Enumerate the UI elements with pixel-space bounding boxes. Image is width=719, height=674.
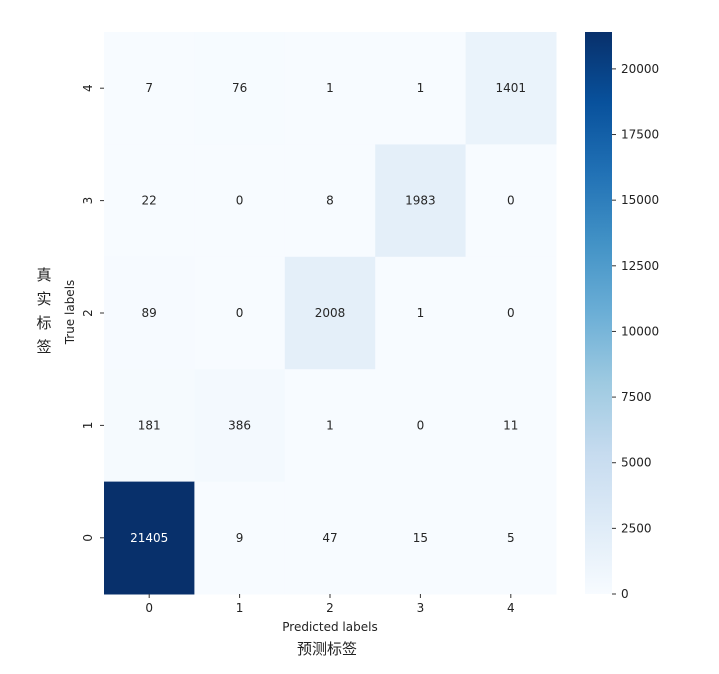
cell-value-label: 21405 — [130, 531, 168, 545]
cell-value-label: 5 — [507, 531, 515, 545]
y-tick-label: 4 — [81, 84, 95, 92]
y-tick-label: 1 — [81, 422, 95, 430]
heatmap-cell — [465, 144, 557, 258]
y-axis-label-cn-char: 真 — [36, 266, 51, 284]
x-tick-label: 0 — [145, 601, 153, 615]
cell-value-label: 22 — [142, 194, 157, 208]
cell-value-label: 0 — [236, 194, 244, 208]
cell-value-label: 386 — [228, 418, 251, 432]
heatmap-cell — [194, 256, 286, 370]
y-tick-label: 2 — [81, 309, 95, 317]
cell-value-label: 1 — [417, 306, 425, 320]
cell-value-label: 47 — [322, 531, 337, 545]
heatmap-cell — [284, 256, 376, 370]
cell-value-label: 15 — [413, 531, 428, 545]
x-axis-label-cn: 预测标签 — [297, 640, 357, 658]
cell-value-label: 11 — [503, 418, 518, 432]
colorbar-tick-label: 15000 — [621, 193, 659, 207]
heatmap-cell — [194, 369, 286, 483]
heatmap-cell — [284, 481, 376, 595]
cell-value-label: 7 — [145, 81, 153, 95]
colorbar-tick-label: 20000 — [621, 62, 659, 76]
colorbar-tick-label: 17500 — [621, 128, 659, 142]
cell-value-label: 0 — [507, 194, 515, 208]
heatmap-cell — [375, 369, 467, 483]
x-tick-label: 3 — [417, 601, 425, 615]
heatmap-cell — [375, 256, 467, 370]
x-tick-label: 2 — [326, 601, 334, 615]
heatmap-cell — [104, 144, 195, 258]
colorbar-tick-label: 0 — [621, 587, 629, 601]
colorbar-tick-label: 2500 — [621, 521, 652, 535]
cell-value-label: 2008 — [315, 306, 346, 320]
y-tick-label: 3 — [81, 197, 95, 205]
heatmap-cell — [104, 256, 195, 370]
cell-value-label: 1983 — [405, 194, 436, 208]
cell-value-label: 1 — [417, 81, 425, 95]
cell-value-label: 0 — [417, 418, 425, 432]
y-axis-ticks: 4 3 2 1 0 — [81, 84, 104, 542]
heatmap-cell — [194, 144, 286, 258]
y-axis-label-cn-char: 标 — [36, 314, 51, 332]
y-axis-label-cn-char: 实 — [36, 290, 51, 308]
heatmap-cell — [375, 481, 467, 595]
colorbar-tick-label: 7500 — [621, 390, 652, 404]
y-axis-label-cn-char: 签 — [36, 338, 51, 356]
colorbar-tick-label: 10000 — [621, 324, 659, 338]
heatmap-cell — [104, 369, 195, 483]
cell-value-label: 1 — [326, 418, 334, 432]
colorbar-tick-label: 12500 — [621, 259, 659, 273]
heatmap-cell — [284, 369, 376, 483]
cell-value-label: 9 — [236, 531, 244, 545]
heatmap-cell — [375, 32, 467, 145]
heatmap-cell — [194, 481, 286, 595]
heatmap-cell — [465, 369, 557, 483]
heatmap-cell — [194, 32, 286, 145]
x-tick-label: 1 — [236, 601, 244, 615]
cell-value-label: 76 — [232, 81, 247, 95]
cell-value-label: 89 — [142, 306, 157, 320]
colorbar — [585, 32, 612, 594]
x-axis-ticks: 0 1 2 3 4 — [145, 594, 515, 615]
x-axis-label: Predicted labels — [282, 620, 377, 634]
heatmap-cell — [375, 144, 467, 258]
heatmap-cell — [465, 481, 557, 595]
y-tick-label: 0 — [81, 534, 95, 542]
heatmap-cell — [284, 144, 376, 258]
heatmap-cell — [465, 256, 557, 370]
cell-value-label: 1 — [326, 81, 334, 95]
x-tick-label: 4 — [507, 601, 515, 615]
y-axis-label: True labels — [63, 280, 77, 346]
heatmap-cell — [465, 32, 557, 145]
heatmap-cells — [104, 32, 557, 595]
cell-value-label: 0 — [236, 306, 244, 320]
colorbar-tick-label: 5000 — [621, 456, 652, 470]
cell-value-label: 181 — [138, 418, 161, 432]
colorbar-ticks: 0 2500 5000 7500 10000 12500 15000 17500 20000 — [612, 62, 659, 601]
heatmap-cell — [104, 481, 195, 595]
cell-value-label: 8 — [326, 194, 334, 208]
cell-value-label: 1401 — [496, 81, 527, 95]
heatmap-cell — [284, 32, 376, 145]
cell-value-label: 0 — [507, 306, 515, 320]
heatmap-cell — [104, 32, 195, 145]
